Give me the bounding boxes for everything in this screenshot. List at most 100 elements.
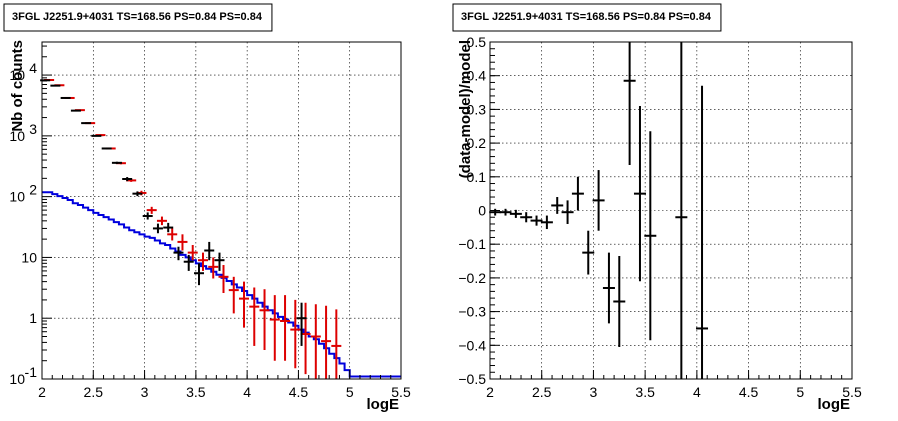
model-point <box>321 305 332 379</box>
y-tick-label: −0.1 <box>458 236 486 252</box>
residual-grid <box>490 42 852 379</box>
y-tick-label: 10 <box>9 128 25 144</box>
y-tick-label: 10 <box>9 189 25 205</box>
x-tick-label: 5.5 <box>391 384 411 400</box>
residual-point <box>592 170 605 231</box>
counts-title: 3FGL J2251.9+4031 TS=168.56 PS=0.84 PS=0… <box>12 11 263 23</box>
counts-grid <box>42 42 401 379</box>
x-tick-label: 2.5 <box>84 384 104 400</box>
model-point <box>239 281 250 328</box>
model-point <box>187 245 198 261</box>
data-point <box>50 84 61 87</box>
x-tick-label: 4.5 <box>289 384 309 400</box>
y-tick-label: 0 <box>478 203 486 219</box>
data-point <box>163 222 174 233</box>
x-tick-label: 5.5 <box>842 384 862 400</box>
counts-y-axis-label: Nb of counts <box>9 40 26 132</box>
residual-point <box>520 212 533 223</box>
y-tick-label: −0.5 <box>458 371 486 387</box>
residual-point <box>509 209 522 218</box>
residual-title-box <box>452 3 722 32</box>
residual-point <box>551 197 564 214</box>
residual-point <box>633 106 646 282</box>
residual-point <box>675 42 688 379</box>
x-tick-label: 4 <box>243 384 251 400</box>
model-point <box>218 265 229 293</box>
data-point <box>81 122 92 125</box>
background-model-series <box>42 191 401 378</box>
residual-x-tick-labels: 2 2.5 3 3.5 4 4.5 5 5.5 <box>486 370 862 400</box>
counts-title-box <box>3 3 273 32</box>
residual-plot: 2 2.5 3 3.5 4 4.5 5 5.5 −0.5 −0.4 −0.3 −0.2 −0.1 0 0.… <box>452 3 862 413</box>
residual-title: 3FGL J2251.9+4031 TS=168.56 PS=0.84 PS=0… <box>461 11 712 23</box>
data-point <box>70 109 81 112</box>
background-model-line <box>42 191 401 378</box>
residual-point <box>571 176 584 211</box>
residual-point <box>530 215 543 226</box>
x-tick-label: 3.5 <box>186 384 206 400</box>
y-tick-label: 0.2 <box>467 135 487 151</box>
y-tick-label: 10 <box>21 249 37 265</box>
residual-point <box>613 255 626 347</box>
model-point <box>197 252 208 271</box>
data-point <box>111 161 122 164</box>
y-tick-label: 10 <box>9 371 25 387</box>
residual-series <box>489 42 709 379</box>
residual-y-tick-labels: −0.5 −0.4 −0.3 −0.2 −0.1 0 0.1 0.2 0.3 0.4 0.5 <box>458 34 500 387</box>
data-point <box>132 191 143 197</box>
residual-point <box>602 252 615 324</box>
y-tick-label: −0.4 <box>458 337 486 353</box>
model-point <box>177 234 188 251</box>
x-tick-label: 5 <box>796 384 804 400</box>
data-point <box>122 177 133 182</box>
x-tick-label: 4 <box>693 384 701 400</box>
model-point <box>290 299 301 369</box>
data-point <box>91 134 102 137</box>
residual-point <box>561 200 574 224</box>
counts-plot-frame <box>41 41 402 380</box>
y-tick-label: −0.3 <box>458 304 486 320</box>
residual-point <box>582 230 595 275</box>
y-tick-label: 0.3 <box>467 101 487 117</box>
model-point <box>146 206 157 214</box>
model-point <box>228 276 239 314</box>
data-point <box>142 212 153 220</box>
x-tick-label: 5 <box>346 384 354 400</box>
x-tick-label: 4.5 <box>739 384 759 400</box>
y-tick-label: 0.1 <box>467 169 487 185</box>
model-point <box>259 289 270 350</box>
model-point <box>331 309 342 379</box>
residual-x-axis-label: logE <box>818 396 851 413</box>
y-tick-exponent: 2 <box>29 182 37 198</box>
data-point <box>60 96 71 99</box>
x-tick-label: 3 <box>590 384 598 400</box>
residual-point <box>623 42 636 166</box>
data-point <box>193 263 204 286</box>
model-point <box>208 257 219 279</box>
y-tick-exponent: -1 <box>25 364 38 380</box>
residual-point <box>644 131 657 341</box>
y-tick-exponent: 4 <box>29 60 37 76</box>
x-tick-label: 3.5 <box>635 384 655 400</box>
counts-x-axis-label: logE <box>367 396 400 413</box>
x-tick-label: 3 <box>141 384 149 400</box>
y-tick-label: 1 <box>29 310 37 326</box>
residual-point <box>696 85 709 379</box>
model-point <box>269 295 280 361</box>
data-series <box>40 79 307 346</box>
y-tick-label: 0.4 <box>467 68 487 84</box>
model-point <box>280 295 291 361</box>
data-point <box>173 246 184 261</box>
model-point <box>156 216 167 226</box>
model-point <box>167 228 178 241</box>
x-tick-label: 2 <box>486 384 494 400</box>
residual-point <box>540 215 553 230</box>
counts-x-tick-labels: 2 2.5 3 3.5 4 4.5 5 5.5 <box>38 370 411 400</box>
model-point <box>310 304 321 379</box>
model-series <box>44 78 342 379</box>
data-point <box>152 223 163 234</box>
data-point <box>214 252 225 271</box>
